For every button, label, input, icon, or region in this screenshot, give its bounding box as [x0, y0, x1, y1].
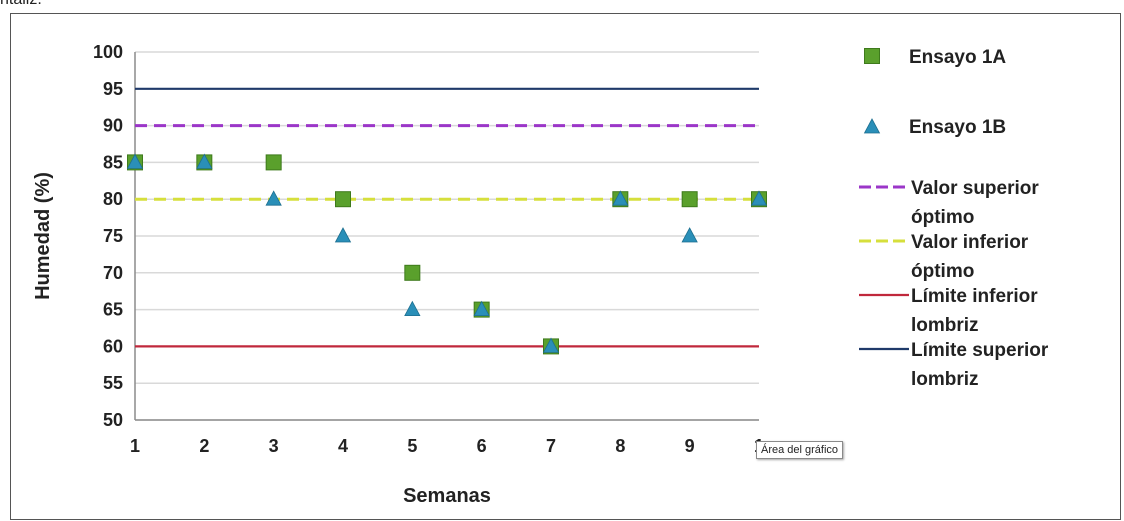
legend-label-line: óptimo	[911, 207, 974, 228]
ensayo-1a-point	[265, 154, 282, 171]
x-tick-label: 9	[685, 436, 695, 456]
y-tick-label: 90	[103, 116, 123, 136]
y-tick-label: 70	[103, 263, 123, 283]
ensayo-1b-point	[681, 227, 698, 243]
axes-layer	[134, 52, 759, 421]
ensayo-1b-point	[334, 227, 352, 243]
y-tick-label: 95	[103, 79, 123, 99]
ensayo-1b-point	[404, 300, 421, 317]
x-tick-label: 2	[199, 436, 209, 456]
chart-svg: 505560657075808590951001234567891Semanas…	[32, 42, 1049, 507]
legend-label-line: Límite superior	[911, 340, 1049, 361]
ensayo-1a-point	[335, 191, 351, 208]
x-tick-label: 4	[338, 436, 348, 456]
ensayo-1b-point	[473, 300, 490, 317]
ensayo-1b-point	[750, 190, 768, 206]
y-tick-label: 50	[103, 410, 123, 430]
legend-swatch-ensayo-1a	[864, 48, 880, 64]
reference-lines-layer	[135, 87, 759, 348]
y-tick-label: 85	[103, 152, 123, 172]
ensayo-1b-point	[542, 337, 560, 353]
ensayo-1a-point	[681, 191, 698, 208]
y-tick-label: 80	[103, 189, 123, 209]
y-axis-title: Humedad (%)	[32, 172, 54, 300]
legend-label-line: lombriz	[911, 369, 979, 390]
legend-label-line: lombriz	[911, 315, 979, 336]
chart-area-tooltip: Área del gráfico	[756, 441, 844, 459]
y-tick-label: 75	[103, 226, 123, 246]
cut-off-text-fragment: ntaliz.	[0, 0, 42, 9]
y-tick-label: 60	[103, 336, 123, 356]
legend-label-line: Valor inferior	[911, 232, 1029, 253]
y-tick-label: 100	[93, 42, 123, 62]
ensayo-1b-point	[612, 190, 629, 206]
legend: Ensayo 1A Ensayo 1B Valor superior óptimo Va…	[859, 47, 1049, 390]
y-tick-label: 65	[103, 300, 123, 320]
x-tick-label: 1	[130, 436, 140, 456]
marks-layer	[126, 153, 768, 355]
ensayo-1b-point	[126, 153, 144, 169]
x-tick-label: 5	[407, 436, 417, 456]
legend-label-line: óptimo	[911, 261, 974, 282]
legend-swatch-ensayo-1b	[863, 118, 881, 134]
ensayo-1a-point	[404, 264, 421, 281]
legend-label: Ensayo 1B	[909, 117, 1006, 138]
x-tick-label: 6	[477, 436, 487, 456]
x-tick-label: 8	[615, 436, 625, 456]
ensayo-1b-point	[265, 190, 282, 206]
grid-layer	[135, 51, 759, 421]
labels-layer: 505560657075808590951001234567891Semanas…	[32, 42, 764, 507]
x-axis-title: Semanas	[403, 485, 491, 507]
legend-label: Ensayo 1A	[909, 47, 1006, 68]
legend-label-line: Valor superior	[911, 178, 1039, 199]
chart-frame: 505560657075808590951001234567891Semanas…	[10, 13, 1121, 520]
x-tick-label: 3	[269, 436, 279, 456]
legend-label-line: Límite inferior	[911, 286, 1038, 307]
y-tick-label: 55	[103, 373, 123, 393]
x-tick-label: 7	[546, 436, 556, 456]
ensayo-1b-point	[196, 153, 213, 169]
